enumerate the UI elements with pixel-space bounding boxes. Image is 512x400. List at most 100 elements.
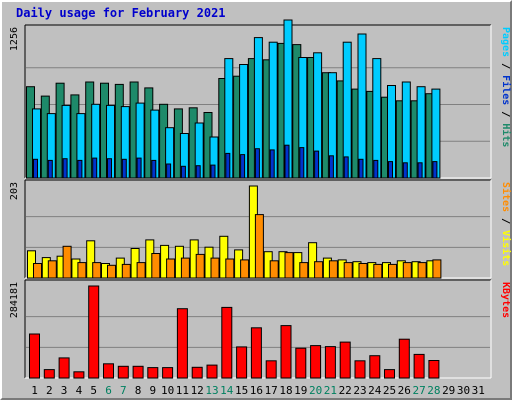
bar-kbytes [280, 325, 292, 379]
bar-pages [62, 158, 68, 179]
bar-kbytes [73, 371, 85, 379]
bar-kbytes [236, 346, 248, 379]
bar-visits [308, 242, 318, 279]
legend-entry: / [500, 105, 511, 123]
bar-sites [299, 262, 309, 279]
legend-entry: Sites [500, 182, 512, 212]
y-max-label: 1256 [9, 27, 20, 51]
bar-pages [328, 155, 334, 179]
bar-sites [210, 257, 220, 279]
bar-sites [47, 260, 57, 279]
x-tick-label: 10 [161, 384, 174, 397]
x-tick-label: 2 [46, 384, 53, 397]
bar-sites [240, 259, 250, 279]
bar-kbytes [413, 353, 425, 379]
bar-pages [107, 158, 112, 179]
x-tick-label: 15 [235, 384, 248, 397]
legend-entry: Files [500, 75, 512, 105]
bar-sites [328, 260, 338, 279]
x-tick-label: 7 [120, 384, 127, 397]
x-tick-label: 18 [279, 384, 292, 397]
bar-sites [166, 258, 176, 279]
x-tick-label: 3 [61, 384, 68, 397]
x-tick-label: 16 [250, 384, 263, 397]
bar-kbytes [428, 360, 440, 379]
bar-pages [33, 158, 38, 179]
bar-kbytes [354, 360, 366, 379]
x-tick-label: 8 [135, 384, 142, 397]
legend-visits-sites: Sites / Visits [500, 182, 512, 266]
x-tick-label: 22 [339, 384, 352, 397]
legend-kbytes: KBytes [500, 282, 511, 318]
bar-sites [432, 259, 442, 279]
legend-entry: / [500, 57, 511, 75]
bar-sites [358, 263, 368, 279]
bar-pages [240, 154, 246, 179]
bar-sites [195, 253, 205, 279]
bar-pages [254, 148, 260, 179]
bar-pages [121, 158, 127, 179]
bar-kbytes [117, 365, 129, 379]
bar-pages [358, 158, 364, 179]
bar-kbytes [295, 347, 307, 379]
bar-visits [219, 235, 229, 279]
bar-kbytes [58, 357, 70, 379]
y-max-label: 284181 [9, 282, 20, 318]
bar-sites [180, 257, 190, 279]
bar-sites [284, 252, 294, 279]
bar-sites [121, 263, 131, 279]
x-tick-label: 23 [353, 384, 366, 397]
bar-pages [373, 159, 379, 179]
bar-kbytes [29, 333, 40, 379]
bar-sites [92, 262, 102, 279]
bar-kbytes [147, 367, 159, 379]
bar-pages [47, 159, 53, 179]
x-tick-label: 14 [220, 384, 234, 397]
bar-kbytes [310, 345, 322, 379]
bar-sites [388, 263, 397, 279]
x-tick-label: 21 [324, 384, 337, 397]
x-tick-label: 27 [412, 384, 425, 397]
bar-kbytes [398, 338, 410, 379]
bar-pages [151, 159, 157, 179]
x-tick-label: 25 [383, 384, 396, 397]
y-max-label: 203 [9, 182, 20, 200]
bar-sites [373, 263, 383, 279]
legend-entry: / [500, 212, 511, 230]
bar-kbytes [369, 355, 381, 379]
bar-sites [314, 261, 324, 279]
bar-kbytes [132, 365, 144, 379]
bar-pages [432, 161, 438, 179]
bar-kbytes [324, 346, 336, 379]
bar-sites [151, 253, 161, 279]
bar-kbytes [206, 364, 218, 379]
bar-pages [343, 156, 349, 179]
bar-pages [299, 147, 305, 179]
x-tick-label: 9 [149, 384, 156, 397]
bar-pages [388, 161, 393, 179]
bar-sites [343, 262, 353, 279]
legend-entry: Pages [500, 27, 511, 57]
bar-sites [417, 262, 427, 279]
x-tick-label: 31 [472, 384, 485, 397]
x-tick-label: 20 [309, 384, 322, 397]
chart-title: Daily usage for February 2021 [16, 6, 226, 20]
bar-sites [77, 262, 87, 279]
bar-pages [195, 165, 201, 179]
x-tick-label: 19 [294, 384, 307, 397]
x-tick-label: 29 [442, 384, 455, 397]
x-tick-label: 24 [368, 384, 382, 397]
legend-entry: Hits [500, 123, 512, 147]
bar-sites [62, 245, 72, 279]
bar-kbytes [221, 306, 233, 379]
bar-pages [417, 162, 423, 179]
x-tick-label: 11 [176, 384, 189, 397]
bar-sites [254, 214, 264, 279]
x-tick-label: 12 [191, 384, 204, 397]
bar-sites [136, 262, 146, 279]
x-tick-label: 1 [31, 384, 38, 397]
bar-kbytes [265, 360, 277, 379]
bar-pages [284, 144, 290, 179]
x-tick-label: 5 [90, 384, 97, 397]
